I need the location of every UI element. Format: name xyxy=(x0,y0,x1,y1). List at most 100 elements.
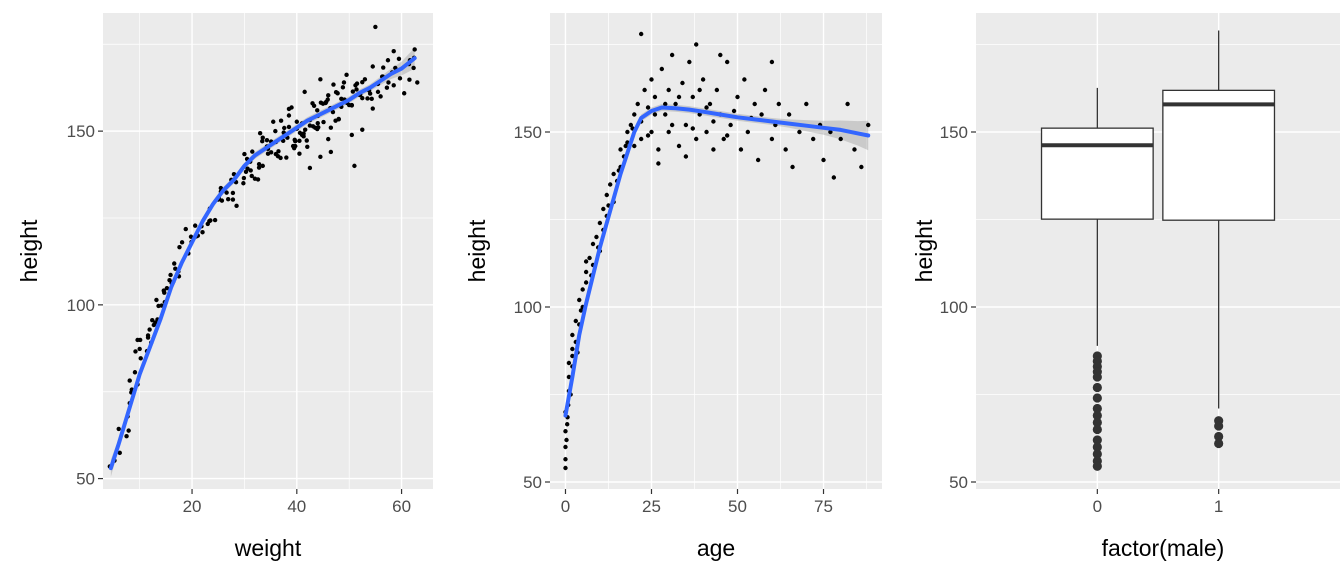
outlier-point xyxy=(1092,417,1102,428)
data-point xyxy=(315,120,320,126)
data-point xyxy=(724,59,730,65)
data-point xyxy=(580,287,585,292)
data-point xyxy=(415,80,420,85)
data-point xyxy=(260,163,265,169)
data-point xyxy=(224,190,229,195)
outlier-point xyxy=(1092,403,1102,414)
data-point xyxy=(776,101,781,107)
data-point xyxy=(724,133,730,138)
data-point xyxy=(291,145,297,151)
data-point xyxy=(117,450,122,456)
data-point xyxy=(354,87,359,92)
data-point xyxy=(360,79,365,85)
data-point xyxy=(252,176,258,181)
x-tick-label: 60 xyxy=(392,497,411,516)
data-point xyxy=(370,64,375,69)
data-point xyxy=(828,129,833,135)
data-point xyxy=(859,164,864,170)
data-point xyxy=(649,129,654,135)
data-point xyxy=(810,136,816,142)
outlier-point xyxy=(1214,438,1224,449)
data-point xyxy=(680,80,685,86)
data-point xyxy=(707,101,713,107)
data-point xyxy=(307,165,313,171)
data-point xyxy=(649,77,654,82)
data-point xyxy=(293,139,298,144)
data-point xyxy=(350,89,356,94)
data-point xyxy=(697,87,702,93)
data-point xyxy=(845,101,850,107)
data-point xyxy=(656,161,661,166)
data-point xyxy=(354,81,360,86)
data-point xyxy=(183,226,188,232)
x-tick-label: 50 xyxy=(728,497,747,516)
data-point xyxy=(147,327,152,332)
panel-background xyxy=(550,13,882,489)
data-point xyxy=(821,157,826,163)
data-point xyxy=(257,131,263,136)
data-point xyxy=(570,346,575,352)
data-point xyxy=(212,217,218,223)
data-point xyxy=(697,112,702,117)
data-point xyxy=(242,151,247,157)
data-point xyxy=(321,119,326,125)
data-point xyxy=(608,182,613,187)
data-point xyxy=(249,173,254,179)
data-point xyxy=(625,129,630,135)
data-point xyxy=(632,112,637,117)
data-point xyxy=(721,136,726,142)
data-point xyxy=(304,138,309,143)
data-point xyxy=(305,144,310,149)
data-point xyxy=(297,151,302,156)
data-point xyxy=(618,147,623,152)
data-point xyxy=(301,134,306,139)
box-iqr xyxy=(1162,89,1276,221)
data-point xyxy=(652,94,658,100)
data-point xyxy=(587,255,592,261)
data-point xyxy=(714,87,720,93)
data-point xyxy=(769,59,775,65)
x-axis-title: factor(male) xyxy=(1102,535,1225,561)
outlier-point xyxy=(1214,421,1224,431)
data-point xyxy=(318,100,324,105)
data-point xyxy=(566,360,572,366)
data-point xyxy=(333,90,339,95)
data-point xyxy=(565,422,570,427)
data-point xyxy=(570,353,575,359)
data-point xyxy=(411,65,416,71)
data-point xyxy=(138,356,143,361)
data-point xyxy=(154,297,159,303)
data-point xyxy=(663,101,668,107)
data-point xyxy=(852,147,857,152)
data-point xyxy=(694,136,699,142)
data-point xyxy=(207,218,212,224)
data-point xyxy=(328,125,334,130)
data-point xyxy=(168,272,173,278)
panel-background xyxy=(103,13,433,489)
data-point xyxy=(265,151,271,156)
data-point xyxy=(666,129,671,135)
data-point xyxy=(731,108,737,114)
data-point xyxy=(349,132,355,138)
data-point xyxy=(241,175,247,181)
y-tick-label: 150 xyxy=(514,123,542,142)
data-point xyxy=(373,24,378,30)
data-point xyxy=(669,52,675,58)
y-tick-label: 50 xyxy=(949,473,968,492)
data-point xyxy=(401,91,407,96)
data-point xyxy=(162,290,167,295)
data-point xyxy=(260,139,265,144)
data-point xyxy=(318,154,323,160)
panel-weight: 50 100 150 20 40 60 weight height xyxy=(16,13,433,561)
data-point xyxy=(294,119,300,124)
data-point xyxy=(278,155,283,161)
data-point xyxy=(594,234,599,240)
data-point xyxy=(326,93,331,98)
data-point xyxy=(573,318,579,324)
x-tick-label: 0 xyxy=(1093,497,1102,516)
smooth-curve xyxy=(108,56,417,471)
x-tick-label: 20 xyxy=(183,497,202,516)
data-point xyxy=(711,119,716,124)
panel-age: 50 100 150 0 25 50 75 age height xyxy=(464,13,882,561)
data-point xyxy=(341,80,347,85)
